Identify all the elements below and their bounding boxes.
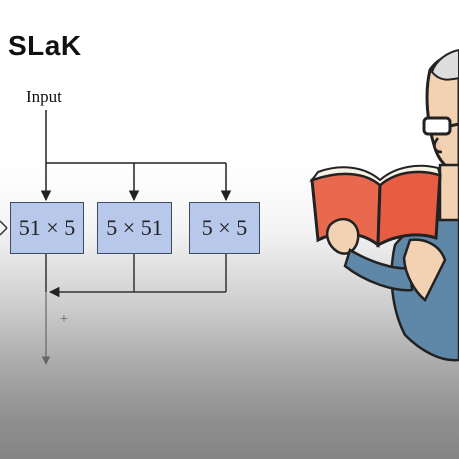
page-title: SLaK bbox=[8, 30, 82, 61]
glasses-icon bbox=[422, 116, 452, 136]
kernel-box-2: 5 × 51 bbox=[97, 202, 172, 254]
arm-sleeve bbox=[343, 248, 414, 292]
left-stub-arrow bbox=[0, 227, 8, 236]
input-label: Input bbox=[26, 87, 62, 106]
kernel-box-1: 51 × 5 bbox=[10, 202, 84, 254]
sum-symbol: + bbox=[60, 312, 68, 327]
book-right-page bbox=[376, 170, 442, 248]
hand bbox=[326, 217, 360, 255]
kernel-box-3: 5 × 5 bbox=[189, 202, 260, 254]
